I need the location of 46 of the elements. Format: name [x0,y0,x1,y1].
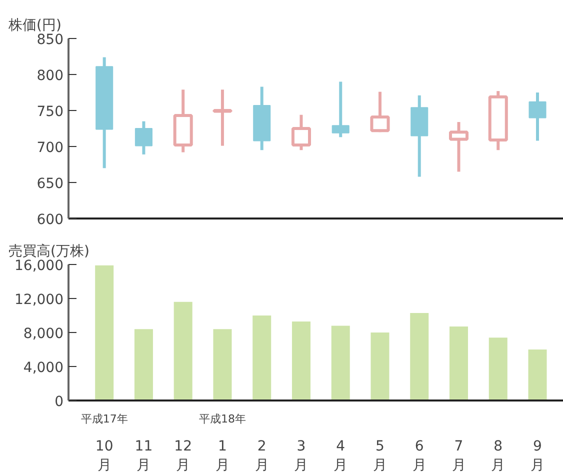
bar [410,312,429,400]
y-tick-label: 850 [36,32,64,48]
bar [213,329,232,400]
y-tick-label: 600 [36,212,64,228]
x-tick-label: 4月 [334,438,348,474]
candlestick [448,122,469,172]
x-tick-label: 12月 [174,438,192,474]
bar [95,265,114,400]
x-tick-label: 9月 [530,438,545,474]
x-tick-label: 8月 [491,438,506,474]
y-tick-label: 750 [36,104,64,120]
text: 平成17年 [80,412,128,426]
y-tick-label: 16,000 [14,258,64,274]
x-tick-label: 2月 [254,438,269,474]
candlestick [291,114,311,150]
bar [252,316,272,400]
bar [331,326,350,400]
candlestick [528,92,546,141]
x-tick-label: 7月 [452,438,466,474]
bar [528,350,547,400]
x-tick-label: 6月 [412,438,426,474]
y-tick-label: 0 [54,394,64,410]
y-tick-label: 12,000 [14,292,64,308]
text: 平成18年 [198,412,246,426]
bar [370,332,390,400]
bar [292,321,310,400]
y-tick-label: 4,000 [23,360,64,376]
y-tick-label: 700 [36,140,64,156]
x-tick-label: 1月 [215,438,230,474]
y-tick-label: 800 [36,68,64,84]
bar [174,302,192,400]
candlestick [134,121,152,154]
candlestick [332,82,350,138]
x-tick-label: 5月 [372,438,387,474]
bar [488,338,508,400]
x-tick-label: 3月 [294,438,308,474]
bar [134,329,153,400]
candlestick [370,92,390,132]
chart-title: 売買高(万株) [8,244,90,260]
candlestick [212,90,232,146]
y-tick-label: 8,000 [23,326,64,342]
x-tick-label: 10月 [95,438,114,474]
chart-title: 株価(円) [8,18,62,34]
y-tick-label: 650 [36,176,64,192]
bar [449,326,468,400]
x-tick-label: 11月 [134,438,153,474]
